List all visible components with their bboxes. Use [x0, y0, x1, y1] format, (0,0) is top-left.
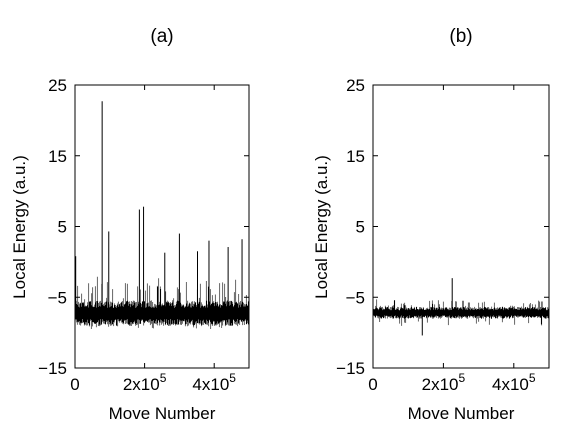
x-tick-label: 0 — [70, 375, 79, 394]
y-tick-label: −5 — [48, 288, 67, 307]
y-tick-label: 25 — [346, 76, 365, 95]
y-tick-label: 5 — [356, 218, 365, 237]
x-tick-label: 4x105 — [192, 371, 236, 394]
y-tick-label: 15 — [346, 147, 365, 166]
x-axis-label-b: Move Number — [408, 404, 515, 423]
series-trace-a — [74, 101, 250, 330]
y-ticks-b: 25 15 5 −5 −15 — [336, 76, 549, 378]
y-axis-label-b: Local Energy (a.u.) — [312, 155, 331, 299]
y-tick-label: 5 — [58, 218, 67, 237]
y-tick-label: 15 — [48, 147, 67, 166]
chart-panel-a: (a) 25 15 5 −5 −15 0 2x105 4x105 Move Number L… — [10, 26, 250, 423]
x-ticks-b: 0 2x105 4x105 — [368, 85, 536, 394]
energy-trace — [74, 276, 250, 330]
x-tick-label: 0 — [368, 375, 377, 394]
plot-frame-b — [372, 84, 550, 369]
x-tick-label: 2x105 — [123, 371, 167, 394]
panel-label-b: (b) — [449, 26, 472, 47]
series-trace-b — [372, 278, 550, 336]
y-tick-label: −5 — [346, 288, 365, 307]
x-tick-label: 4x105 — [492, 371, 536, 394]
y-tick-label: 25 — [48, 76, 67, 95]
x-axis-label-a: Move Number — [109, 404, 216, 423]
y-tick-label: −15 — [336, 359, 365, 378]
y-ticks-a: 25 15 5 −5 −15 — [38, 76, 249, 378]
plot-frame-a — [74, 84, 250, 369]
x-ticks-a: 0 2x105 4x105 — [70, 85, 236, 394]
panel-label-a: (a) — [150, 26, 173, 47]
x-tick-label: 2x105 — [422, 371, 466, 394]
y-axis-label-a: Local Energy (a.u.) — [10, 155, 29, 299]
energy-trace — [372, 299, 550, 326]
y-tick-label: −15 — [38, 359, 67, 378]
chart-panel-b: (b) 25 15 5 −5 −15 0 2x105 4x105 Move Number L… — [312, 26, 550, 423]
